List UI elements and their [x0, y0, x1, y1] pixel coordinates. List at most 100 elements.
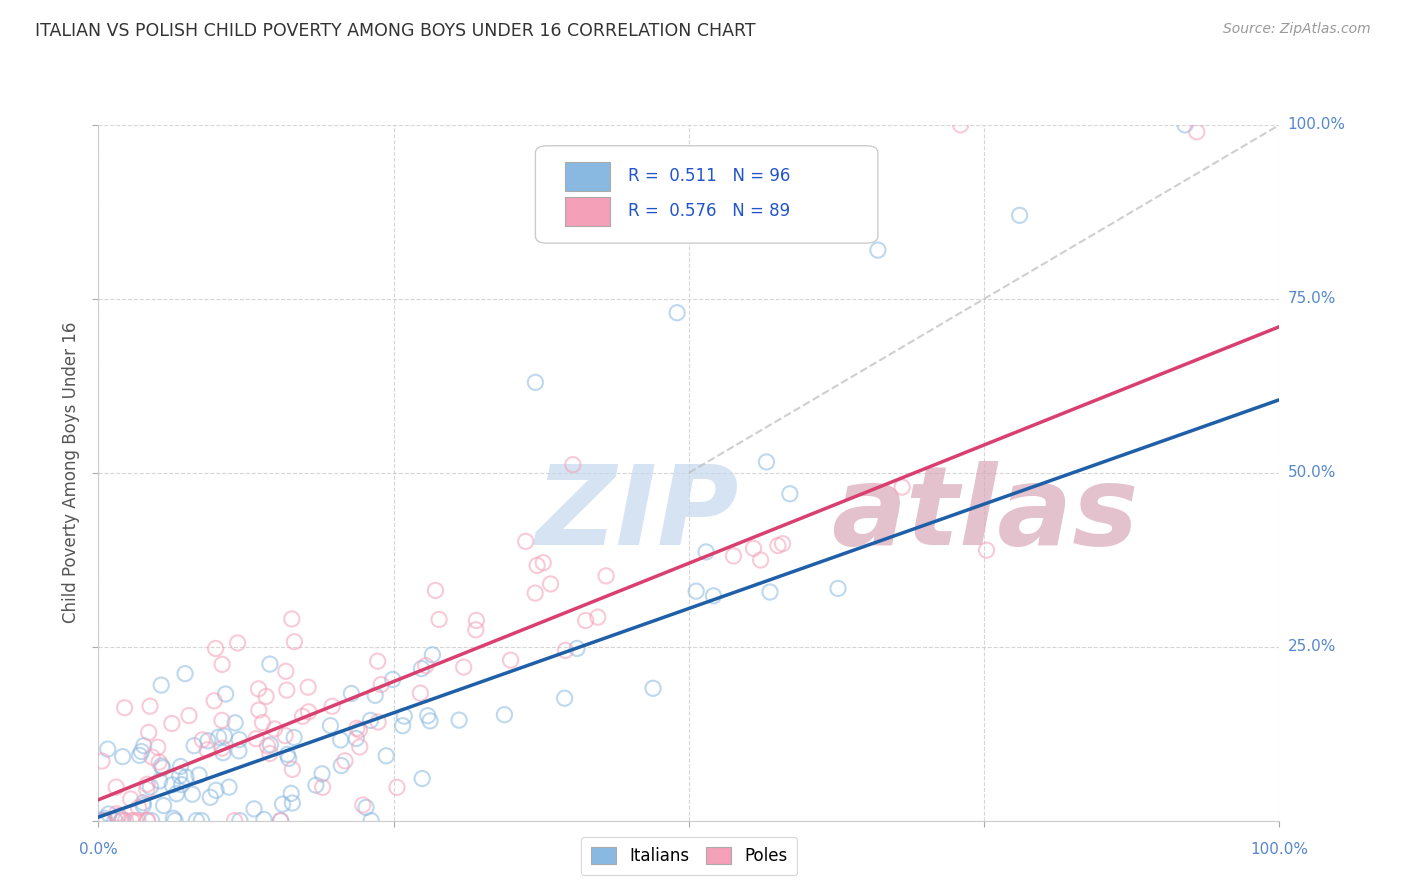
Point [1185, 125, 1208, 139]
Point [311, 780, 333, 795]
Point [575, 614, 598, 628]
Point [243, 802, 266, 816]
Point [138, 725, 160, 739]
FancyBboxPatch shape [565, 196, 610, 226]
Point [211, 657, 233, 672]
Text: 100.0%: 100.0% [1288, 118, 1346, 132]
Point [586, 610, 609, 624]
Point [759, 585, 782, 599]
Point [540, 577, 562, 591]
Point [148, 755, 170, 769]
Point [554, 691, 576, 706]
Point [274, 665, 297, 679]
Point [779, 487, 801, 501]
Point [141, 814, 163, 828]
Point [333, 754, 356, 768]
Point [270, 814, 292, 828]
Point [340, 686, 363, 700]
Point [394, 709, 416, 723]
Text: R =  0.576   N = 89: R = 0.576 N = 89 [627, 202, 790, 220]
Point [352, 797, 374, 812]
Point [93, 814, 115, 828]
Point [91, 814, 114, 828]
Point [152, 798, 174, 813]
Point [427, 612, 450, 626]
Point [162, 811, 184, 825]
Point [263, 722, 285, 736]
Point [111, 813, 134, 827]
Point [281, 796, 304, 810]
Text: Source: ZipAtlas.com: Source: ZipAtlas.com [1223, 22, 1371, 37]
Point [554, 643, 576, 657]
Point [949, 118, 972, 132]
Point [228, 744, 250, 758]
Point [641, 681, 664, 696]
Point [139, 780, 162, 794]
Point [110, 814, 132, 828]
Text: 0.0%: 0.0% [79, 841, 118, 856]
Point [360, 814, 382, 828]
Y-axis label: Child Poverty Among Boys Under 16: Child Poverty Among Boys Under 16 [62, 322, 80, 624]
Point [297, 705, 319, 719]
Point [120, 792, 142, 806]
Point [132, 798, 155, 813]
Point [311, 767, 333, 781]
Point [146, 740, 169, 755]
Point [107, 808, 129, 822]
Point [214, 729, 236, 743]
Point [276, 747, 298, 762]
Point [91, 814, 114, 828]
Point [218, 780, 240, 794]
Point [411, 662, 433, 676]
Point [319, 719, 342, 733]
Point [515, 534, 537, 549]
Point [891, 480, 914, 494]
Point [419, 714, 441, 728]
Point [360, 714, 382, 728]
Point [827, 582, 849, 596]
Point [97, 806, 120, 821]
Point [465, 614, 488, 628]
Point [247, 681, 270, 696]
Point [259, 747, 281, 761]
Point [976, 543, 998, 558]
Point [200, 790, 222, 805]
Text: ITALIAN VS POLISH CHILD POVERTY AMONG BOYS UNDER 16 CORRELATION CHART: ITALIAN VS POLISH CHILD POVERTY AMONG BO… [35, 22, 756, 40]
Point [425, 583, 447, 598]
Point [128, 800, 150, 814]
Point [152, 761, 174, 775]
Point [160, 778, 183, 792]
Point [531, 556, 554, 570]
Text: R =  0.511   N = 96: R = 0.511 N = 96 [627, 168, 790, 186]
Point [464, 623, 486, 637]
Point [121, 814, 143, 828]
Point [415, 658, 437, 673]
Point [499, 653, 522, 667]
Point [766, 539, 789, 553]
Point [367, 714, 389, 729]
Point [91, 814, 114, 828]
Point [174, 666, 197, 681]
Point [224, 715, 246, 730]
Point [190, 814, 212, 828]
Point [274, 729, 297, 743]
Point [695, 545, 717, 559]
Point [150, 759, 173, 773]
Point [170, 778, 193, 792]
Point [329, 733, 352, 747]
Point [524, 586, 547, 600]
Text: atlas: atlas [831, 461, 1137, 568]
Point [364, 688, 387, 702]
Point [259, 657, 281, 672]
Point [254, 690, 277, 704]
Point [214, 687, 236, 701]
Point [565, 641, 588, 656]
Point [105, 780, 128, 794]
Point [259, 738, 281, 752]
Point [208, 730, 231, 744]
Point [132, 796, 155, 810]
Point [755, 455, 778, 469]
Point [666, 306, 689, 320]
Point [127, 814, 149, 828]
Point [375, 748, 398, 763]
